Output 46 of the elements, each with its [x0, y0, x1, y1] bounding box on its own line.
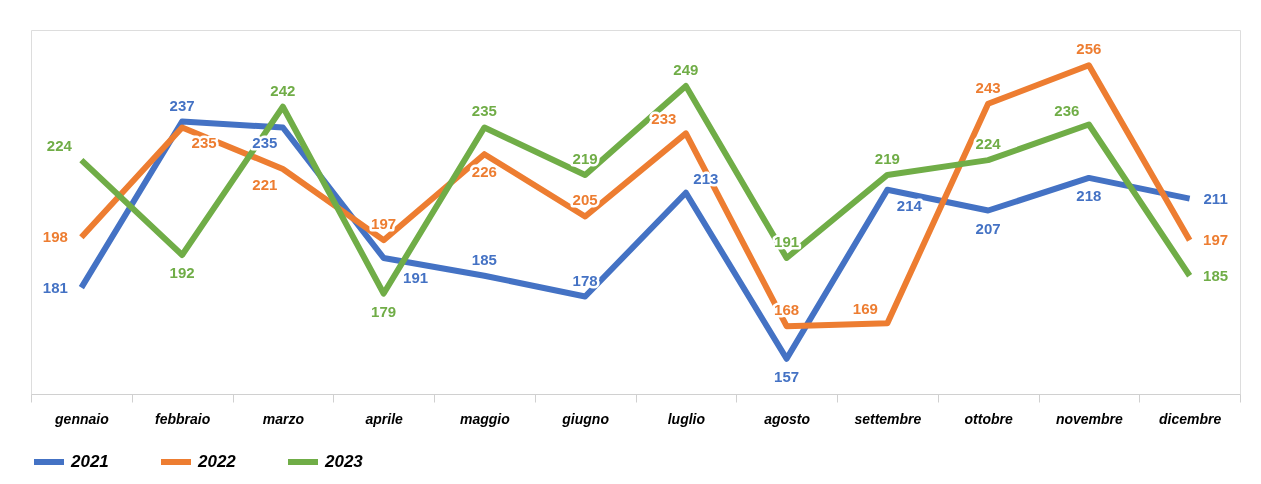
legend-label: 2023 — [324, 452, 364, 471]
legend-label: 2021 — [70, 452, 109, 471]
data-label: 219 — [874, 149, 900, 167]
x-tick-label: ottobre — [964, 410, 1013, 427]
x-tick-label: settembre — [854, 410, 922, 427]
data-label: 185 — [471, 250, 497, 268]
data-label: 256 — [1076, 40, 1102, 58]
data-label: 205 — [572, 191, 598, 209]
data-label: 237 — [169, 96, 195, 114]
x-tick-label: febbraio — [155, 410, 211, 427]
x-tick-label: gennaio — [54, 410, 110, 427]
data-label: 185 — [1203, 266, 1229, 284]
data-label: 197 — [1203, 231, 1229, 249]
data-label: 249 — [673, 60, 699, 78]
data-label: 157 — [774, 367, 800, 385]
data-label: 242 — [270, 81, 296, 99]
data-label: 178 — [572, 271, 598, 289]
data-label: 226 — [471, 163, 497, 181]
x-tick-label: maggio — [459, 410, 511, 427]
x-tick-label: giugno — [561, 410, 610, 427]
data-label: 236 — [1054, 101, 1080, 119]
data-label: 181 — [42, 278, 68, 296]
x-tick-label: dicembre — [1159, 410, 1222, 427]
data-label: 235 — [471, 102, 497, 120]
x-tick-label: aprile — [365, 410, 404, 427]
data-label: 191 — [403, 268, 429, 286]
data-label: 198 — [42, 228, 68, 246]
data-label: 197 — [371, 215, 397, 233]
data-label: 169 — [852, 300, 878, 318]
data-label: 224 — [46, 137, 73, 155]
x-tick-label: novembre — [1055, 410, 1124, 427]
x-tick-label: marzo — [262, 410, 305, 427]
x-tick-label: agosto — [764, 410, 811, 427]
x-tick-label: luglio — [667, 410, 706, 427]
data-label: 192 — [169, 263, 195, 281]
data-label: 211 — [1203, 189, 1228, 207]
data-label: 224 — [975, 135, 1002, 153]
data-label: 214 — [896, 196, 923, 214]
legend-label: 2022 — [197, 452, 237, 471]
data-label: 233 — [651, 110, 677, 128]
data-label: 243 — [975, 78, 1001, 96]
data-label: 219 — [572, 149, 598, 167]
data-label: 207 — [975, 219, 1001, 237]
data-label: 179 — [371, 302, 397, 320]
data-label: 218 — [1076, 186, 1102, 204]
data-label: 221 — [252, 176, 278, 194]
